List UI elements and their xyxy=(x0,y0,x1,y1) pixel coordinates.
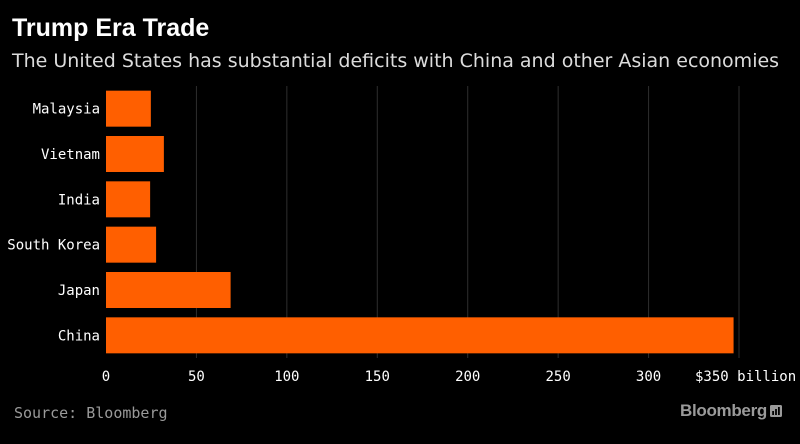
category-label: China xyxy=(58,328,100,344)
brand-logo: Bloomberg xyxy=(680,401,782,421)
category-label: Malaysia xyxy=(33,102,100,118)
x-tick-label: 250 xyxy=(545,369,570,385)
chart-subtitle: The United States has substantial defici… xyxy=(12,50,780,72)
x-tick-label: 150 xyxy=(365,369,390,385)
bloomberg-chart-icon xyxy=(770,405,782,417)
x-tick-label: 100 xyxy=(274,369,299,385)
x-tick-label: 200 xyxy=(455,369,480,385)
bar-china xyxy=(106,317,734,354)
category-label: South Korea xyxy=(7,238,100,254)
category-label: Vietnam xyxy=(41,147,100,163)
x-tick-label: 0 xyxy=(102,369,110,385)
bar-japan xyxy=(106,272,231,308)
chart-title: Trump Era Trade xyxy=(12,14,210,42)
category-label: India xyxy=(58,192,100,208)
bar-south-korea xyxy=(106,226,157,263)
bar-india xyxy=(106,181,151,218)
bar-malaysia xyxy=(106,90,151,127)
source-note: Source: Bloomberg xyxy=(14,404,168,422)
x-tick-label: 300 xyxy=(636,369,661,385)
x-tick-label: $350 billion xyxy=(695,369,796,385)
category-label: Japan xyxy=(58,283,100,299)
bar-vietnam xyxy=(106,136,164,172)
x-tick-label: 50 xyxy=(188,369,205,385)
brand-name: Bloomberg xyxy=(679,401,767,420)
